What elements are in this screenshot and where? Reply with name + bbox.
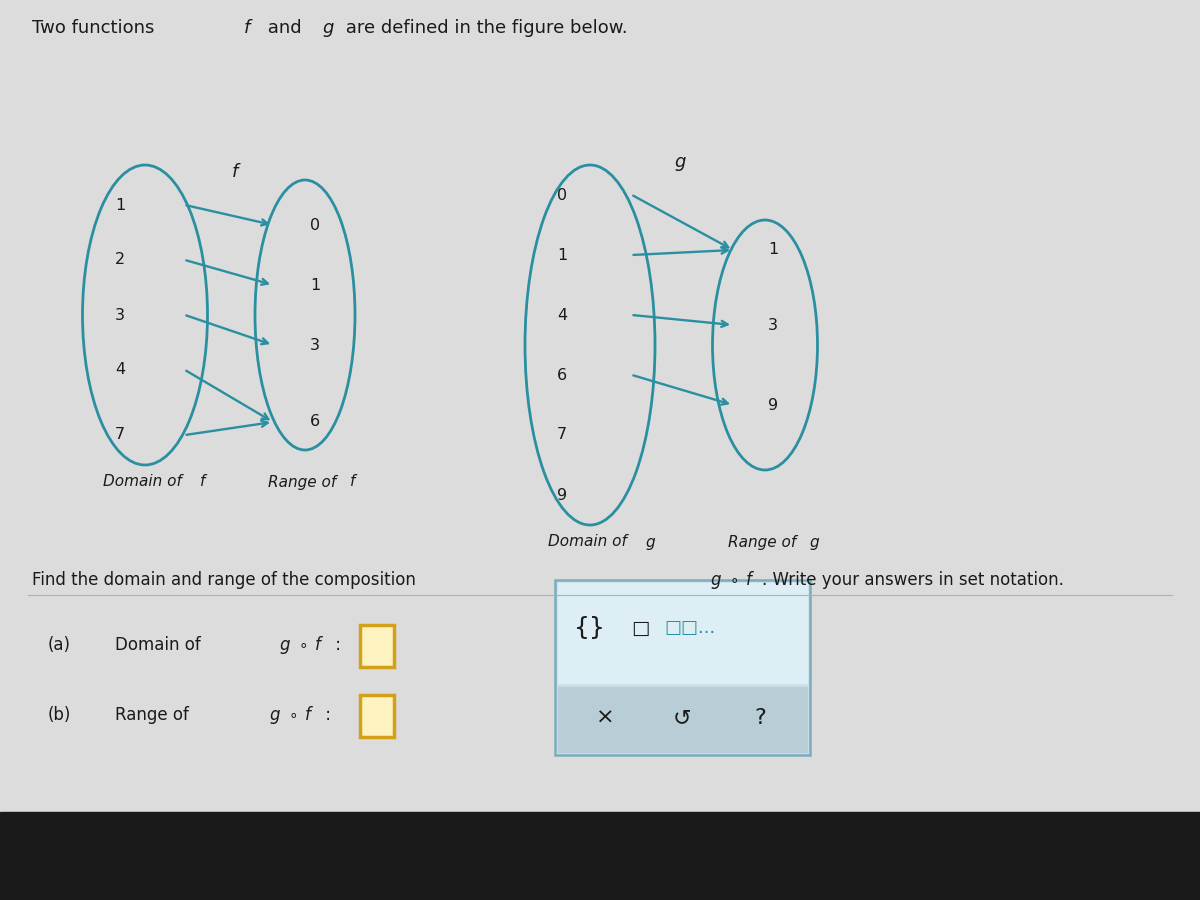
FancyBboxPatch shape xyxy=(360,695,394,737)
Text: 0: 0 xyxy=(557,187,568,202)
FancyArrowPatch shape xyxy=(186,205,268,225)
Text: 1: 1 xyxy=(115,197,125,212)
Text: {}: {} xyxy=(574,616,606,640)
Text: and: and xyxy=(262,19,307,37)
Text: g: g xyxy=(646,535,655,550)
FancyBboxPatch shape xyxy=(554,580,810,755)
Text: ∘: ∘ xyxy=(289,707,299,723)
Text: g: g xyxy=(322,19,334,37)
Text: 3: 3 xyxy=(115,308,125,322)
Text: f: f xyxy=(244,19,251,37)
Text: f: f xyxy=(350,474,355,490)
Text: Domain of: Domain of xyxy=(103,474,187,490)
Text: 1: 1 xyxy=(310,277,320,292)
Text: f: f xyxy=(305,706,311,724)
Text: f: f xyxy=(232,163,238,181)
Text: 3: 3 xyxy=(310,338,320,353)
Text: ↺: ↺ xyxy=(673,708,691,728)
Text: Range of: Range of xyxy=(728,535,802,550)
FancyArrowPatch shape xyxy=(634,248,727,255)
Text: (a): (a) xyxy=(48,636,71,654)
FancyArrowPatch shape xyxy=(186,315,268,344)
Text: 4: 4 xyxy=(115,363,125,377)
Bar xyxy=(0,812,1200,900)
Text: ∘: ∘ xyxy=(299,637,308,652)
Text: 6: 6 xyxy=(557,367,568,382)
Text: f: f xyxy=(746,571,752,589)
Bar xyxy=(558,687,808,752)
Text: g: g xyxy=(278,636,289,654)
FancyArrowPatch shape xyxy=(186,371,269,419)
Text: :: : xyxy=(330,636,341,654)
FancyArrowPatch shape xyxy=(634,195,728,248)
Text: f: f xyxy=(314,636,320,654)
Text: 1: 1 xyxy=(768,242,778,257)
Text: g: g xyxy=(710,571,720,589)
Text: g: g xyxy=(674,153,685,171)
Text: 0: 0 xyxy=(310,218,320,232)
Text: . Write your answers in set notation.: . Write your answers in set notation. xyxy=(762,571,1064,589)
FancyArrowPatch shape xyxy=(186,420,268,435)
Text: are defined in the figure below.: are defined in the figure below. xyxy=(340,19,628,37)
Text: f: f xyxy=(200,474,205,490)
Text: 4: 4 xyxy=(557,308,568,322)
Text: g: g xyxy=(269,706,280,724)
Text: Domain of: Domain of xyxy=(115,636,206,654)
FancyBboxPatch shape xyxy=(360,625,394,667)
Text: Two functions: Two functions xyxy=(32,19,160,37)
Text: 1: 1 xyxy=(557,248,568,263)
Text: 9: 9 xyxy=(557,488,568,502)
Text: 7: 7 xyxy=(115,428,125,443)
Text: (b): (b) xyxy=(48,706,71,724)
Text: 9: 9 xyxy=(768,398,778,412)
FancyArrowPatch shape xyxy=(634,375,728,405)
Bar xyxy=(558,583,808,683)
Text: 6: 6 xyxy=(310,415,320,429)
Text: □□...: □□... xyxy=(665,619,715,637)
Text: ?: ? xyxy=(754,708,766,728)
Text: Domain of: Domain of xyxy=(548,535,632,550)
Text: 2: 2 xyxy=(115,253,125,267)
Text: Range of: Range of xyxy=(269,474,342,490)
Text: Find the domain and range of the composition: Find the domain and range of the composi… xyxy=(32,571,421,589)
Text: Range of: Range of xyxy=(115,706,194,724)
Text: :: : xyxy=(320,706,331,724)
FancyArrowPatch shape xyxy=(186,260,268,284)
Text: □: □ xyxy=(631,618,649,637)
Text: 3: 3 xyxy=(768,318,778,332)
Text: 7: 7 xyxy=(557,428,568,443)
FancyArrowPatch shape xyxy=(634,315,727,327)
Text: ∘: ∘ xyxy=(730,572,739,588)
Text: ×: × xyxy=(595,708,614,728)
Text: g: g xyxy=(810,535,820,550)
